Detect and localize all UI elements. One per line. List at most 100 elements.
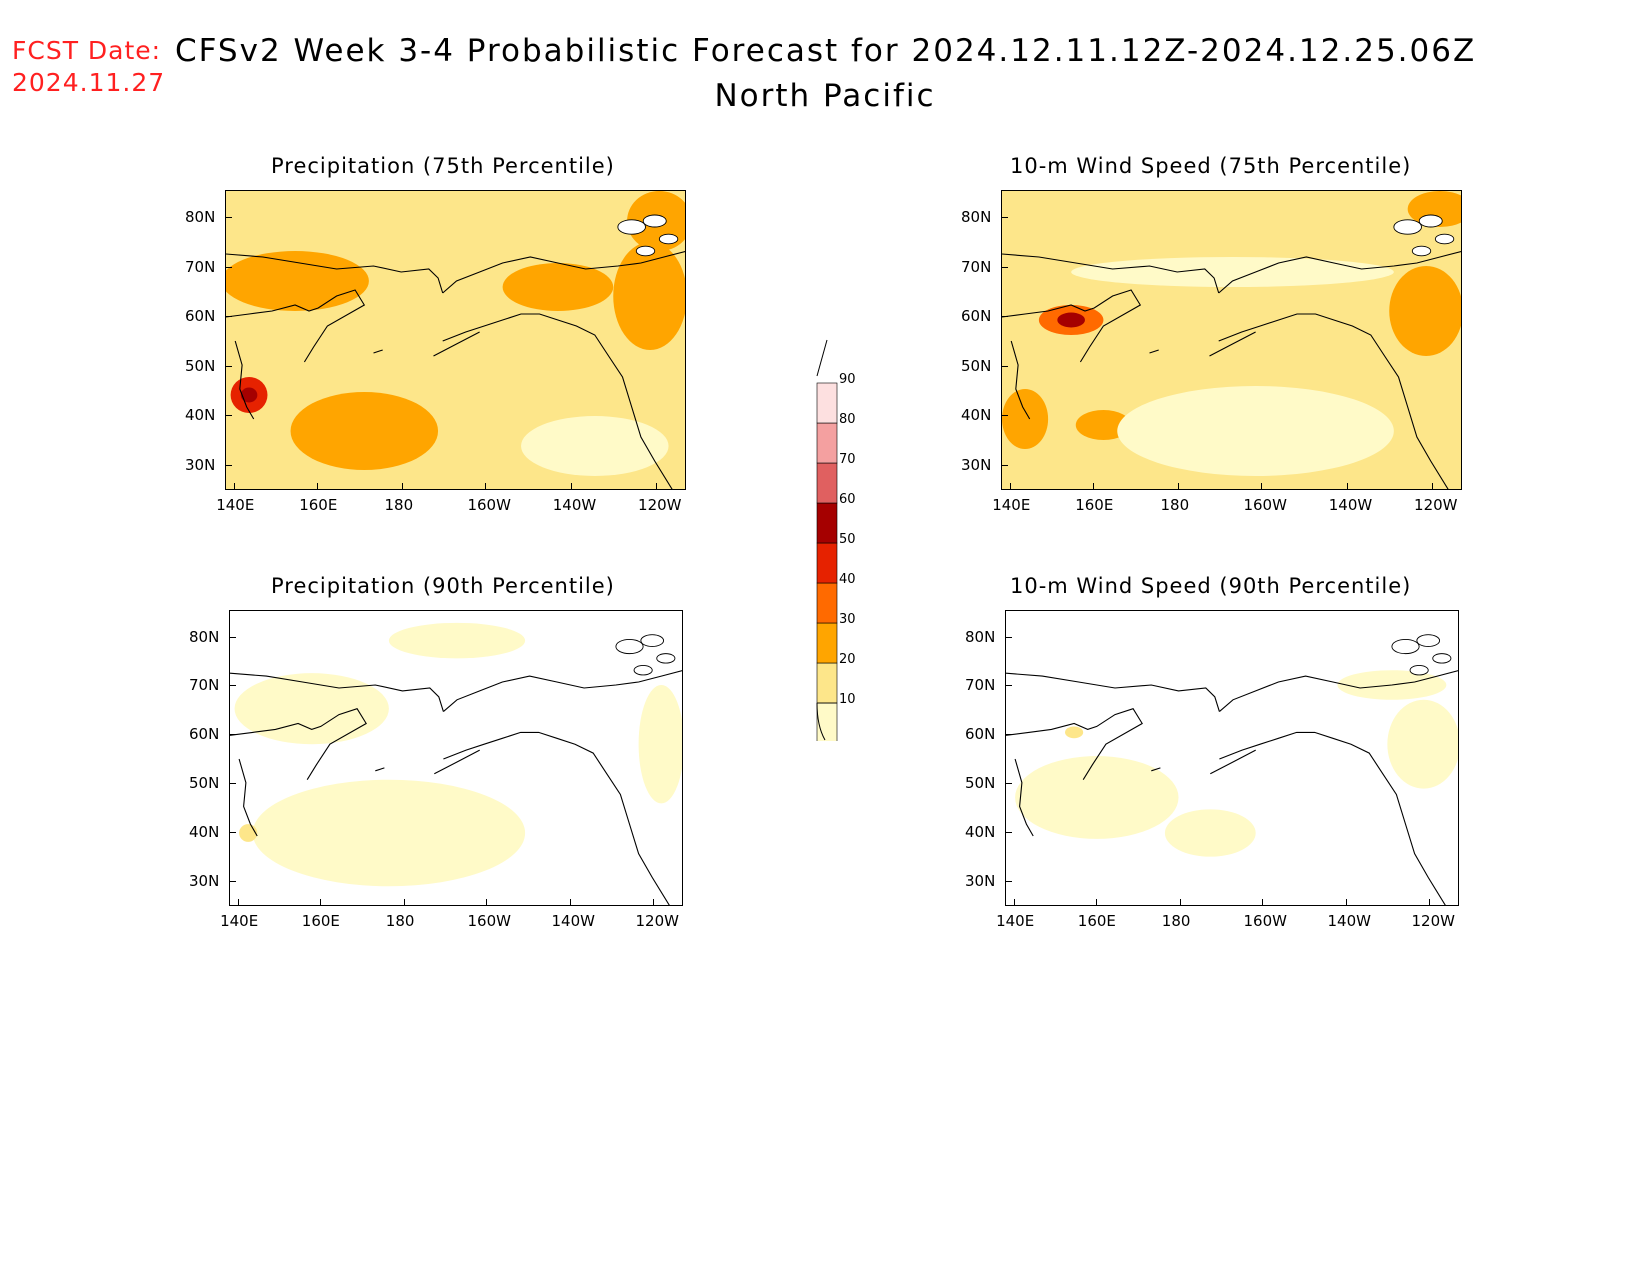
- shaded-region: [1075, 410, 1132, 440]
- lat-tick-label: 70N: [965, 676, 996, 695]
- lon-tick-mark: [569, 899, 571, 906]
- panel-title: 10-m Wind Speed (75th Percentile): [1010, 154, 1412, 178]
- colorbar-swatch: [816, 382, 838, 424]
- lon-tick-mark: [570, 483, 572, 490]
- lon-tick-mark: [1346, 483, 1348, 490]
- map-field: [230, 611, 682, 905]
- lat-tick-label: 30N: [185, 455, 216, 474]
- coastline: [1434, 233, 1455, 245]
- lon-tick-label: 160W: [1243, 912, 1287, 930]
- lon-tick-mark: [485, 899, 487, 906]
- lat-tick-mark: [1005, 832, 1012, 833]
- lat-tick-label: 70N: [961, 257, 992, 276]
- lat-tick-mark: [225, 415, 232, 416]
- lon-tick-label: 120W: [1411, 912, 1455, 930]
- shaded-region: [234, 673, 389, 745]
- lat-tick-label: 40N: [965, 823, 996, 841]
- coastline: [375, 767, 385, 772]
- lat-tick-mark: [1005, 734, 1012, 736]
- coastline: [226, 289, 366, 363]
- colorbar-swatch: [816, 502, 838, 544]
- colorbar-swatch: [816, 422, 838, 464]
- shaded-region: [1387, 699, 1458, 789]
- coastline: [230, 708, 367, 780]
- lon-tick-mark: [1261, 483, 1263, 490]
- map-field: [226, 191, 685, 489]
- lat-tick-label: 80N: [185, 208, 216, 226]
- lat-tick-mark: [229, 636, 236, 638]
- colorbar-label-50: 50: [839, 532, 856, 547]
- lon-tick-label: 160E: [1075, 496, 1114, 514]
- map-field: [1006, 611, 1458, 905]
- lon-tick-mark: [485, 483, 487, 490]
- coastline: [373, 349, 383, 354]
- lon-tick-mark: [1179, 899, 1181, 906]
- shaded-region: [613, 242, 685, 350]
- lon-tick-mark: [653, 899, 655, 906]
- lat-tick-mark: [229, 783, 236, 785]
- lon-tick-mark: [234, 483, 236, 490]
- coastline: [1006, 708, 1143, 780]
- lat-tick-label: 30N: [961, 455, 992, 474]
- lon-tick-mark: [317, 483, 319, 490]
- shaded-region: [1071, 257, 1394, 287]
- colorbar-swatch: [816, 582, 838, 624]
- coastline: [238, 758, 258, 837]
- lat-tick-label: 70N: [185, 257, 216, 276]
- map-plot-area: [225, 190, 686, 490]
- colorbar-arrow-bottom: [816, 702, 826, 741]
- lat-tick-label: 30N: [965, 871, 996, 890]
- lon-tick-label: 160W: [1243, 496, 1287, 514]
- shaded-region: [1002, 389, 1049, 449]
- shaded-region: [388, 622, 526, 659]
- coastline: [1002, 253, 1220, 294]
- colorbar-swatches: [816, 339, 838, 744]
- shaded-region: [638, 685, 682, 804]
- lat-tick-mark: [1005, 685, 1012, 687]
- coastline: [658, 233, 679, 245]
- coastline: [1010, 340, 1031, 420]
- lat-tick-label: 80N: [961, 208, 992, 226]
- figure-title: CFSv2 Week 3-4 Probabilistic Forecast fo…: [175, 33, 1477, 69]
- lon-tick-label: 120W: [1414, 496, 1458, 514]
- lon-tick-label: 180: [384, 496, 414, 514]
- lat-tick-mark: [225, 266, 232, 268]
- colorbar-swatch: [816, 702, 838, 744]
- lon-tick-label: 160E: [299, 496, 338, 514]
- lon-tick-mark: [1261, 899, 1263, 906]
- coastline: [1149, 349, 1159, 354]
- lat-tick-label: 70N: [189, 676, 220, 695]
- lon-tick-mark: [1010, 483, 1012, 490]
- lat-tick-mark: [225, 217, 232, 218]
- lat-tick-mark: [1001, 316, 1008, 317]
- lat-tick-label: 60N: [965, 725, 996, 744]
- map-plot-area: [229, 610, 683, 906]
- lat-tick-mark: [225, 365, 232, 367]
- lon-tick-label: 180: [1161, 912, 1191, 930]
- lat-tick-label: 40N: [961, 406, 992, 424]
- forecast-date: 2024.11.27: [12, 68, 166, 97]
- coastline: [230, 672, 444, 712]
- lon-tick-mark: [403, 899, 405, 906]
- colorbar-swatch: [816, 622, 838, 664]
- shaded-region: [1015, 756, 1179, 839]
- lon-tick-label: 140E: [216, 496, 255, 514]
- lat-tick-label: 60N: [185, 307, 216, 325]
- lon-tick-label: 160E: [1077, 912, 1116, 930]
- shaded-region: [1057, 312, 1085, 328]
- lat-tick-mark: [229, 685, 236, 687]
- colorbar-label-80: 80: [839, 412, 856, 427]
- lon-tick-mark: [1178, 483, 1180, 490]
- coastline: [1432, 653, 1452, 664]
- shaded-region: [226, 251, 369, 311]
- lon-tick-label: 120W: [638, 496, 682, 514]
- coastline: [1393, 219, 1422, 235]
- lat-tick-mark: [229, 880, 236, 882]
- coastline: [443, 670, 682, 713]
- colorbar-label-60: 60: [839, 492, 856, 507]
- coastline: [1151, 767, 1161, 772]
- lon-tick-label: 140E: [996, 912, 1035, 930]
- lat-tick-label: 50N: [185, 356, 216, 375]
- coastline: [434, 749, 480, 775]
- shaded-region: [521, 416, 669, 476]
